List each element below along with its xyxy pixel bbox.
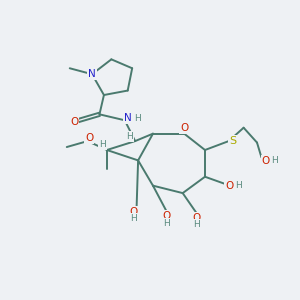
Text: N: N (124, 113, 132, 123)
Text: O: O (129, 207, 137, 217)
Text: H: H (163, 219, 170, 228)
Text: O: O (225, 181, 233, 191)
Text: O: O (262, 156, 270, 166)
Text: S: S (229, 136, 236, 146)
Text: O: O (85, 133, 93, 143)
Text: H: H (193, 220, 200, 230)
Text: H: H (272, 157, 278, 166)
Text: H: H (126, 132, 133, 141)
Text: N: N (88, 69, 96, 79)
Text: H: H (134, 114, 141, 123)
Text: H: H (130, 214, 136, 224)
Text: O: O (180, 123, 188, 133)
Text: H: H (99, 140, 106, 148)
Text: O: O (192, 213, 200, 223)
Text: H: H (235, 181, 242, 190)
Text: O: O (162, 211, 170, 221)
Text: O: O (70, 117, 78, 127)
